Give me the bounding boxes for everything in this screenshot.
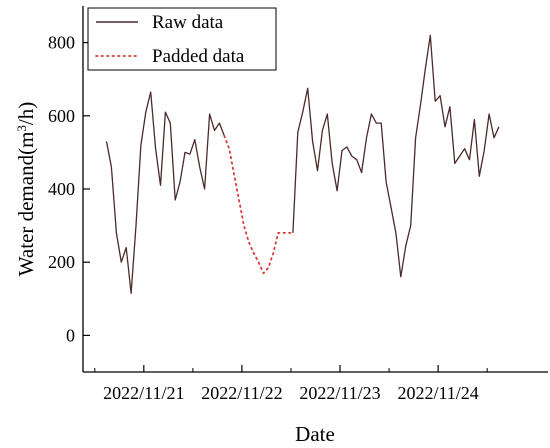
y-tick-label: 800 [48, 33, 75, 53]
y-axis-ticks: 0 200 400 600 800 [48, 33, 90, 345]
x-axis-title: Date [295, 422, 335, 446]
y-tick-label: 600 [48, 106, 75, 126]
series-padded-data-line [223, 134, 294, 275]
legend: Raw data Padded data [87, 7, 277, 71]
x-tick-label: 2022/11/23 [299, 383, 380, 403]
y-axis-title-tail: /h) [14, 102, 38, 125]
y-tick-label: 0 [66, 325, 75, 345]
x-tick-label: 2022/11/21 [103, 383, 184, 403]
series-raw-data-line [292, 34, 500, 278]
y-tick-label: 200 [48, 252, 75, 272]
legend-label-raw-data: Raw data [152, 12, 224, 33]
series-raw-data-line [105, 91, 225, 294]
y-axis-title: Water demand(m3/h) [14, 102, 39, 277]
x-tick-label: 2022/11/22 [201, 383, 282, 403]
x-tick-label: 2022/11/24 [397, 383, 478, 403]
x-axis-ticks: 2022/11/21 2022/11/22 2022/11/23 2022/11/24 [94, 365, 488, 403]
y-tick-label: 400 [48, 179, 75, 199]
y-axis-title-main: Water demand(m [14, 132, 38, 277]
series-layer [105, 34, 500, 294]
legend-label-padded-data: Padded data [152, 46, 245, 67]
y-axis-title-superscript: 3 [14, 125, 29, 132]
legend-box [87, 7, 277, 71]
